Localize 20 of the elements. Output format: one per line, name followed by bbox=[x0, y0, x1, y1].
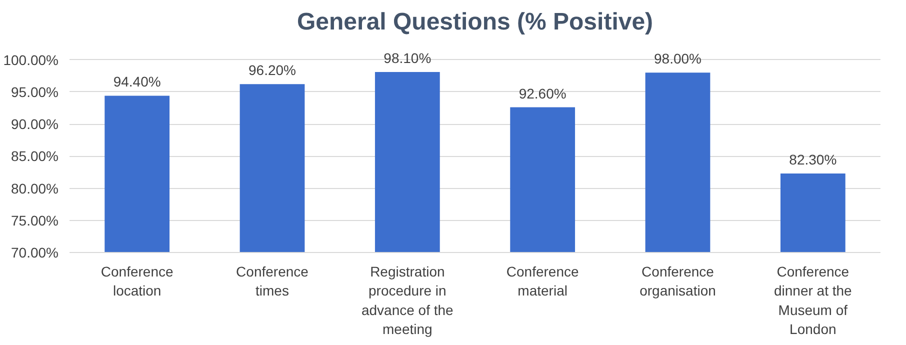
data-label: 96.20% bbox=[248, 62, 296, 78]
y-tick-label: 90.00% bbox=[11, 116, 58, 132]
data-label: 98.00% bbox=[654, 50, 702, 67]
y-tick-label: 70.00% bbox=[11, 244, 58, 260]
x-tick-label: Registration procedure in advance of the meeting bbox=[361, 264, 454, 338]
y-tick-label: 95.00% bbox=[11, 84, 58, 100]
y-tick-label: 85.00% bbox=[11, 148, 58, 164]
chart-title: General Questions (% Positive) bbox=[296, 8, 654, 36]
data-label: 92.60% bbox=[518, 85, 566, 102]
data-label: 82.30% bbox=[789, 151, 837, 168]
x-tick-label: Conference dinner at the Museum of London bbox=[774, 264, 852, 338]
y-tick-label: 80.00% bbox=[11, 180, 58, 196]
x-tick-label: Conference location bbox=[100, 264, 174, 299]
y-tick-label: 100.00% bbox=[3, 52, 59, 68]
data-label: 98.10% bbox=[384, 50, 432, 66]
y-tick-label: 75.00% bbox=[11, 212, 58, 228]
x-tick-label: Conference times bbox=[236, 264, 309, 299]
x-tick-label: Conference material bbox=[506, 264, 579, 299]
x-tick-label: Conference organisation bbox=[640, 264, 716, 299]
data-label: 94.40% bbox=[113, 74, 161, 90]
